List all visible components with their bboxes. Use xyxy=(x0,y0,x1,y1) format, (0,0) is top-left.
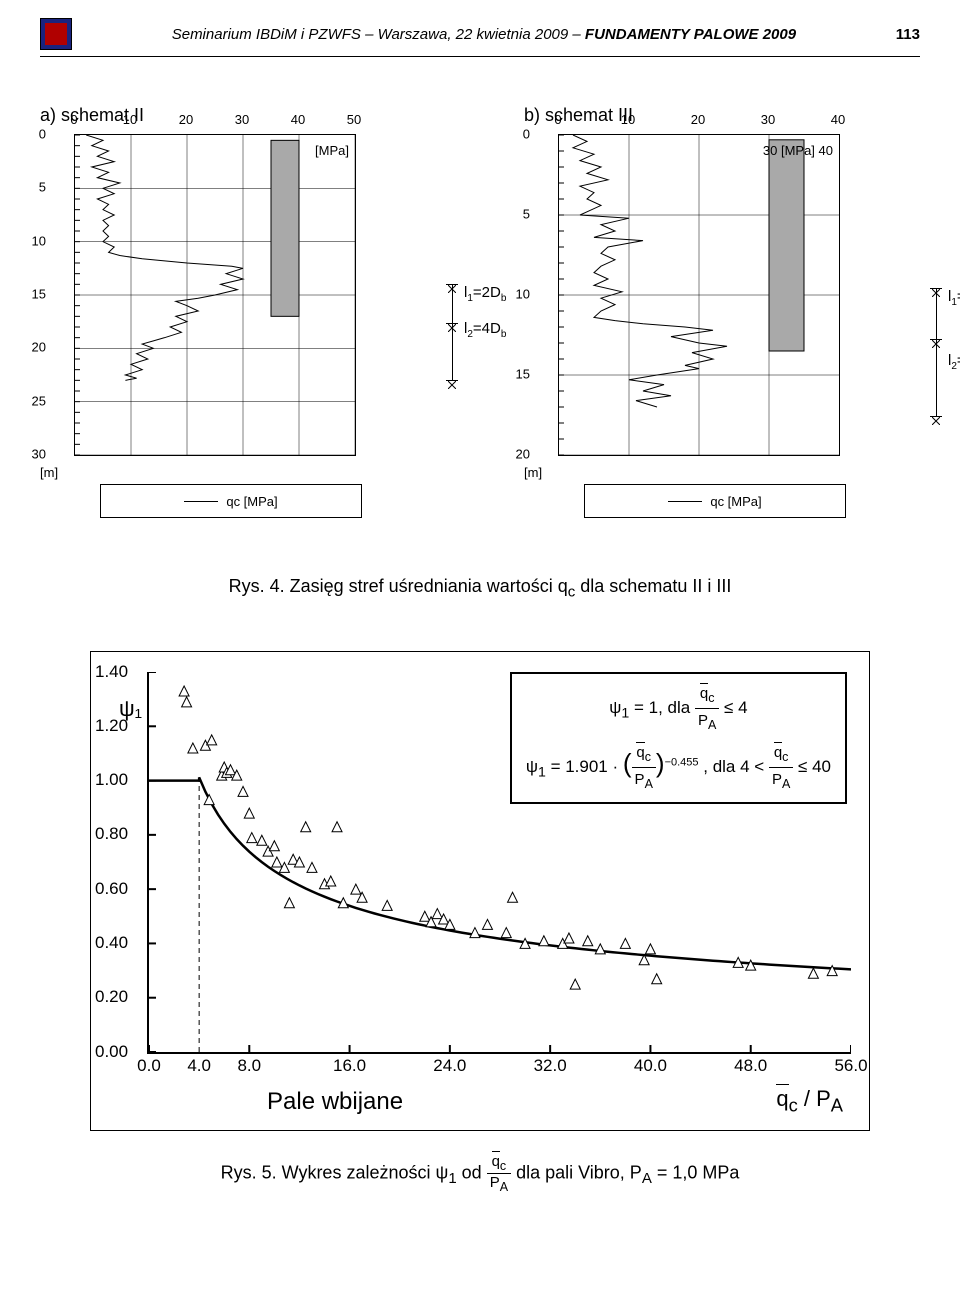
plot-a: [MPa] xyxy=(74,134,356,456)
chart-psi1: ψ₁ ψ1 = 1, dla qcPA ≤ 4 ψ1 = 1.901 · (qc… xyxy=(90,651,870,1131)
panel-schemat-ii: a) schemat II [MPa] 051015202530 0102030… xyxy=(40,105,436,518)
plot-a-y-unit: [m] xyxy=(40,465,58,480)
chart-subtitle: Pale wbijane xyxy=(267,1088,403,1116)
legend-line-icon xyxy=(184,501,218,502)
plot-b-legend: qc [MPa] xyxy=(584,484,846,518)
header-seminar: Seminarium IBDiM i PZWFS – Warszawa, 22 … xyxy=(172,26,585,43)
plot-b-annotations: l1=4Dbl2=4Db xyxy=(928,134,960,454)
plot-b-y-unit: [m] xyxy=(524,465,542,480)
chart-plot-area: ψ1 = 1, dla qcPA ≤ 4 ψ1 = 1.901 · (qcPA)… xyxy=(147,672,851,1054)
header-text: Seminarium IBDiM i PZWFS – Warszawa, 22 … xyxy=(90,26,878,43)
legend-line-icon xyxy=(668,501,702,502)
plot-a-legend-label: qc [MPa] xyxy=(226,494,277,509)
caption-fig-5: Rys. 5. Wykres zależności ψ1 od qcPA dla… xyxy=(40,1153,920,1194)
header-bold: FUNDAMENTY PALOWE 2009 xyxy=(585,26,796,43)
plot-b-legend-label: qc [MPa] xyxy=(710,494,761,509)
caption-fig-4: Rys. 4. Zasięg stref uśredniania wartośc… xyxy=(40,576,920,601)
page-header: Seminarium IBDiM i PZWFS – Warszawa, 22 … xyxy=(40,18,920,57)
logo-icon xyxy=(40,18,72,50)
plot-a-legend: qc [MPa] xyxy=(100,484,362,518)
chart-x-label: qc / PA xyxy=(776,1086,843,1116)
plot-b: 30 [MPa] 40 xyxy=(558,134,840,456)
panel-b-title: b) schemat III xyxy=(524,105,920,126)
panel-schemat-iii: b) schemat III 30 [MPa] 40 05101520 0102… xyxy=(524,105,920,518)
page-number: 113 xyxy=(896,26,920,43)
